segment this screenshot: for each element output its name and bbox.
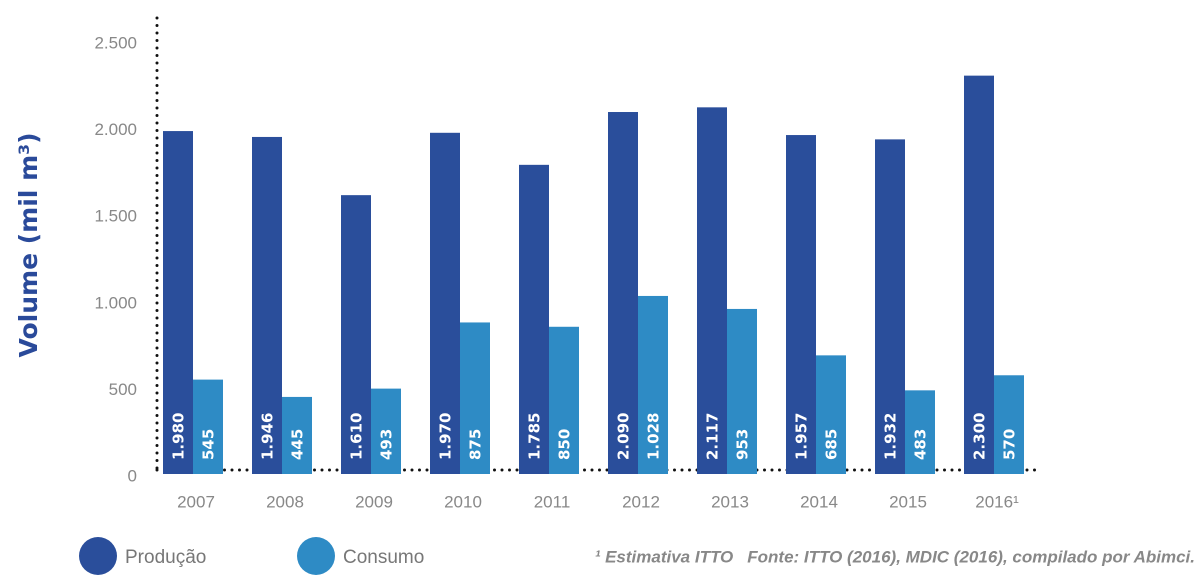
x-tick-label: 2007 xyxy=(177,492,215,511)
x-tick-label: 2011 xyxy=(534,492,571,511)
value-label: 1.932 xyxy=(882,413,900,460)
bar xyxy=(994,375,1024,474)
bar xyxy=(519,164,549,474)
y-tick-label: 1.500 xyxy=(94,207,137,226)
bar xyxy=(163,131,193,474)
y-axis-label: Volume (mil m³) xyxy=(14,133,43,358)
value-label: 685 xyxy=(823,429,841,460)
y-tick-label: 2.500 xyxy=(94,33,137,52)
value-label: 1.980 xyxy=(170,413,188,460)
x-tick-label: 2008 xyxy=(266,492,304,511)
legend-swatch xyxy=(79,537,117,575)
value-label: 493 xyxy=(378,429,396,460)
value-label: 445 xyxy=(289,429,307,460)
value-label: 2.117 xyxy=(704,413,722,460)
x-tick-label: 2009 xyxy=(355,492,393,511)
bar xyxy=(697,107,727,474)
x-tick-label: 2014 xyxy=(800,492,838,511)
bar xyxy=(549,326,579,474)
x-tick-label: 2013 xyxy=(711,492,749,511)
bar xyxy=(608,112,638,475)
note: ¹ Estimativa ITTO xyxy=(595,547,734,566)
legend-swatch xyxy=(297,537,335,575)
bar xyxy=(964,75,994,474)
value-label: 875 xyxy=(467,429,485,460)
source: Fonte: ITTO (2016), MDIC (2016), compila… xyxy=(747,547,1195,566)
value-label: 570 xyxy=(1001,429,1019,460)
bar xyxy=(371,388,401,474)
value-label: 2.300 xyxy=(971,413,989,460)
x-tick-label: 2015 xyxy=(889,492,927,511)
bar xyxy=(816,355,846,474)
value-label: 2.090 xyxy=(615,413,633,460)
bar xyxy=(282,396,312,474)
bar xyxy=(460,322,490,474)
y-tick-label: 0 xyxy=(128,466,137,485)
value-label: 953 xyxy=(734,429,752,460)
value-label: 1.946 xyxy=(259,413,277,460)
legend-label: Produção xyxy=(125,547,206,568)
bar xyxy=(193,379,223,474)
y-tick-label: 2.000 xyxy=(94,120,137,139)
value-label: 1.957 xyxy=(793,413,811,460)
y-tick-label: 500 xyxy=(109,380,137,399)
x-tick-label: 2016¹ xyxy=(975,492,1019,511)
value-label: 1.610 xyxy=(348,413,366,460)
value-label: 1.970 xyxy=(437,413,455,460)
y-tick-label: 1.000 xyxy=(94,293,137,312)
bar xyxy=(252,136,282,474)
bar xyxy=(727,308,757,474)
value-label: 850 xyxy=(556,429,574,460)
bar xyxy=(638,295,668,474)
bar xyxy=(341,195,371,474)
x-tick-label: 2010 xyxy=(444,492,482,511)
bar xyxy=(905,390,935,474)
value-label: 483 xyxy=(912,429,930,460)
value-label: 1.785 xyxy=(526,413,544,460)
value-label: 545 xyxy=(200,429,218,460)
legend-label: Consumo xyxy=(343,547,424,568)
value-label: 1.028 xyxy=(645,413,663,460)
bar xyxy=(786,135,816,474)
x-tick-label: 2012 xyxy=(622,492,660,511)
bar xyxy=(875,139,905,474)
bar xyxy=(430,132,460,474)
